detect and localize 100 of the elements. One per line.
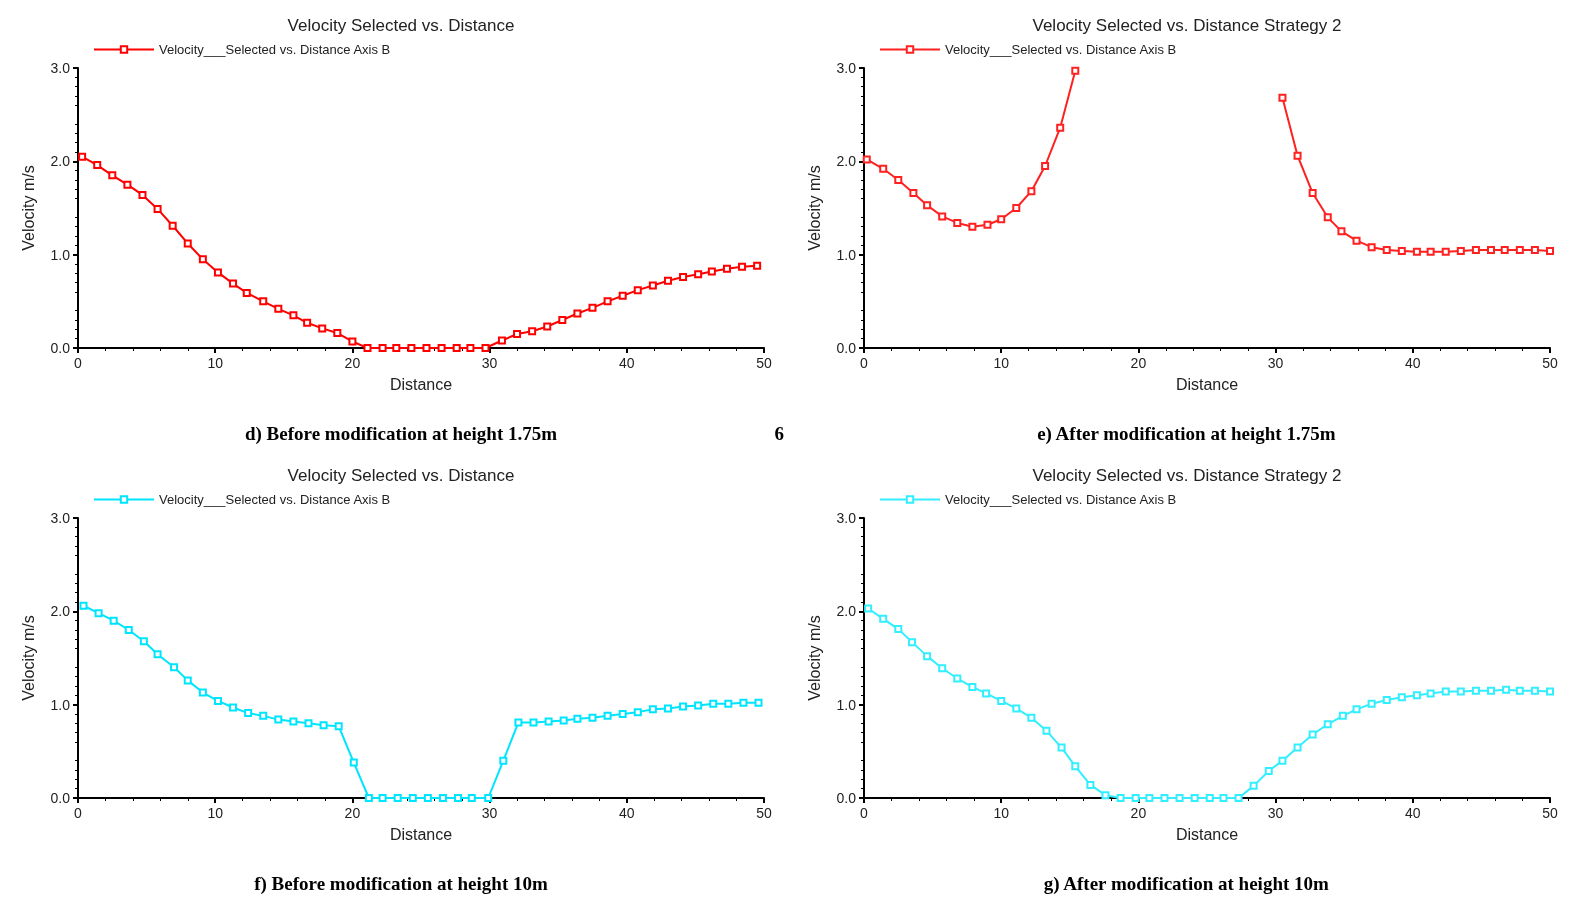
point bbox=[1323, 720, 1332, 729]
point bbox=[1056, 123, 1065, 132]
x-tick-label: 30 bbox=[481, 355, 498, 371]
point bbox=[303, 318, 312, 327]
point bbox=[1131, 794, 1140, 802]
point bbox=[1515, 686, 1524, 695]
y-tick-label: 0.0 bbox=[836, 790, 857, 806]
point bbox=[938, 664, 947, 673]
x-tick-label: 30 bbox=[481, 805, 498, 821]
point bbox=[982, 689, 991, 698]
point bbox=[274, 715, 283, 724]
x-tick-label: 0 bbox=[74, 805, 83, 821]
point bbox=[528, 327, 537, 336]
point bbox=[438, 794, 447, 802]
x-tick-label: 0 bbox=[860, 355, 869, 371]
point bbox=[213, 268, 222, 277]
point bbox=[1012, 204, 1021, 212]
legend-label: Velocity___Selected vs. Distance Axis B bbox=[945, 492, 1177, 507]
point bbox=[123, 180, 132, 189]
point bbox=[138, 190, 147, 199]
point bbox=[633, 708, 642, 717]
y-axis-title: Velocity m/s bbox=[19, 165, 37, 251]
point bbox=[348, 337, 357, 346]
y-axis-title: Velocity m/s bbox=[19, 615, 37, 701]
point bbox=[289, 717, 298, 726]
point bbox=[739, 698, 748, 707]
point bbox=[153, 204, 162, 213]
text: 6 bbox=[774, 423, 784, 444]
point bbox=[1487, 686, 1495, 695]
point bbox=[707, 267, 716, 276]
point bbox=[1012, 704, 1021, 713]
y-axis-title: Velocity m/s bbox=[805, 165, 823, 251]
point bbox=[544, 717, 553, 726]
point bbox=[304, 719, 313, 728]
point bbox=[422, 344, 431, 352]
point bbox=[1308, 730, 1317, 739]
point bbox=[603, 711, 612, 720]
text: g) After modification at height 10m bbox=[1043, 873, 1330, 895]
point bbox=[722, 264, 731, 273]
point bbox=[1471, 246, 1480, 254]
point bbox=[1337, 227, 1346, 236]
point bbox=[1367, 243, 1376, 252]
point bbox=[543, 322, 552, 331]
x-tick-label: 20 bbox=[1130, 805, 1147, 821]
point bbox=[259, 297, 268, 306]
point bbox=[694, 270, 703, 279]
point bbox=[423, 794, 432, 802]
point bbox=[909, 189, 918, 198]
point bbox=[923, 652, 932, 661]
point bbox=[862, 155, 871, 164]
point bbox=[1160, 794, 1169, 802]
point bbox=[349, 758, 358, 767]
point bbox=[1500, 246, 1509, 254]
x-tick-label: 50 bbox=[756, 355, 772, 371]
point bbox=[153, 650, 162, 659]
point bbox=[558, 316, 567, 324]
point bbox=[997, 215, 1006, 224]
point bbox=[1234, 794, 1243, 802]
point bbox=[1530, 686, 1539, 695]
x-axis-title: Distance bbox=[1175, 825, 1239, 843]
x-tick-label: 40 bbox=[1405, 355, 1421, 371]
point bbox=[1323, 213, 1332, 222]
y-tick-label: 3.0 bbox=[50, 60, 71, 76]
chart-title: Velocity Selected vs. Distance bbox=[287, 16, 515, 35]
point bbox=[1219, 794, 1228, 802]
x-tick-label: 40 bbox=[1405, 805, 1421, 821]
point bbox=[1278, 756, 1287, 765]
point bbox=[1530, 246, 1539, 254]
y-tick-label: 1.0 bbox=[50, 696, 71, 713]
point bbox=[333, 329, 342, 338]
point bbox=[724, 699, 733, 708]
point bbox=[968, 682, 977, 691]
point bbox=[1367, 699, 1376, 708]
x-axis-title: Distance bbox=[1175, 375, 1239, 393]
point bbox=[79, 601, 88, 610]
x-tick-label: 10 bbox=[993, 805, 1010, 821]
point bbox=[1249, 781, 1258, 790]
point bbox=[1471, 686, 1480, 695]
point bbox=[663, 704, 672, 713]
point bbox=[529, 718, 538, 727]
point bbox=[1397, 693, 1406, 702]
point bbox=[1382, 246, 1391, 254]
point bbox=[318, 324, 327, 333]
point bbox=[953, 674, 962, 683]
point bbox=[1041, 162, 1050, 170]
x-tick-label: 20 bbox=[344, 355, 361, 371]
point bbox=[1441, 687, 1450, 696]
point bbox=[603, 297, 612, 306]
point bbox=[997, 696, 1006, 705]
point bbox=[481, 344, 490, 352]
chart-title: Velocity Selected vs. Distance bbox=[287, 466, 515, 485]
text: e) After modification at height 1.75m bbox=[1037, 423, 1336, 445]
legend-label: Velocity___Selected vs. Distance Axis B bbox=[159, 42, 391, 57]
y-tick-label: 1.0 bbox=[50, 246, 71, 263]
point bbox=[1412, 691, 1421, 700]
x-tick-label: 20 bbox=[1130, 355, 1147, 371]
point bbox=[983, 220, 992, 229]
point bbox=[259, 711, 268, 720]
point bbox=[738, 262, 747, 271]
point bbox=[124, 626, 133, 634]
